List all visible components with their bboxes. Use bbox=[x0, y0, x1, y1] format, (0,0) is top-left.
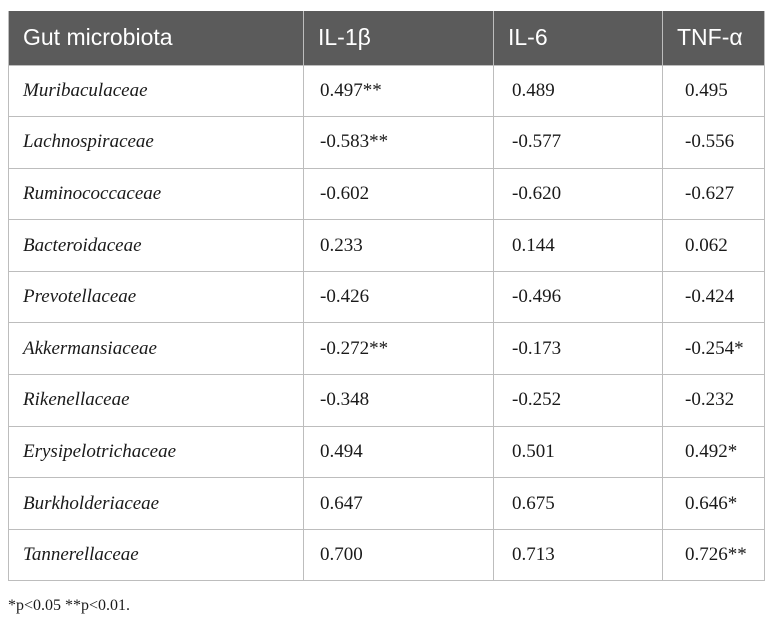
header-row: Gut microbiota IL-1β IL-6 TNF-α bbox=[8, 11, 765, 65]
tnf-a-value: -0.556 bbox=[662, 116, 765, 169]
table-row: Muribaculaceae 0.497** 0.489 0.495 bbox=[8, 64, 765, 118]
il-6-value: 0.489 bbox=[493, 64, 663, 118]
il-6-value: 0.675 bbox=[493, 477, 663, 530]
tnf-a-value: -0.424 bbox=[662, 270, 765, 324]
microbiota-name: Lachnospiraceae bbox=[8, 116, 304, 169]
tnf-a-value: -0.232 bbox=[662, 374, 765, 427]
correlation-table: Gut microbiota IL-1β IL-6 TNF-α Muribacu… bbox=[8, 11, 765, 582]
tnf-a-value: 0.726** bbox=[662, 528, 765, 582]
microbiota-name: Rikenellaceae bbox=[8, 374, 304, 427]
table-row: Tannerellaceae 0.700 0.713 0.726** bbox=[8, 528, 765, 582]
il-1b-value: 0.233 bbox=[303, 219, 494, 272]
il-6-value: 0.501 bbox=[493, 425, 663, 479]
il-1b-value: -0.272** bbox=[303, 322, 494, 376]
il-6-value: 0.713 bbox=[493, 528, 663, 582]
il-6-value: -0.620 bbox=[493, 167, 663, 221]
table-header: Gut microbiota IL-1β IL-6 TNF-α bbox=[8, 11, 765, 65]
table-row: Lachnospiraceae -0.583** -0.577 -0.556 bbox=[8, 116, 765, 169]
table-row: Prevotellaceae -0.426 -0.496 -0.424 bbox=[8, 270, 765, 324]
il-6-value: -0.252 bbox=[493, 374, 663, 427]
table-row: Burkholderiaceae 0.647 0.675 0.646* bbox=[8, 477, 765, 530]
il-1b-value: 0.494 bbox=[303, 425, 494, 479]
header-tnf-a: TNF-α bbox=[662, 11, 765, 65]
microbiota-name: Muribaculaceae bbox=[8, 64, 304, 118]
table-row: Rikenellaceae -0.348 -0.252 -0.232 bbox=[8, 374, 765, 427]
il-6-value: -0.577 bbox=[493, 116, 663, 169]
il-1b-value: 0.497** bbox=[303, 64, 494, 118]
il-6-value: -0.496 bbox=[493, 270, 663, 324]
header-il-1b: IL-1β bbox=[303, 11, 494, 65]
il-1b-value: -0.348 bbox=[303, 374, 494, 427]
tnf-a-value: -0.254* bbox=[662, 322, 765, 376]
table-row: Bacteroidaceae 0.233 0.144 0.062 bbox=[8, 219, 765, 272]
table-body: Muribaculaceae 0.497** 0.489 0.495 Lachn… bbox=[8, 64, 765, 582]
microbiota-name: Ruminococcaceae bbox=[8, 167, 304, 221]
il-1b-value: -0.426 bbox=[303, 270, 494, 324]
il-1b-value: -0.583** bbox=[303, 116, 494, 169]
tnf-a-value: 0.646* bbox=[662, 477, 765, 530]
tnf-a-value: 0.492* bbox=[662, 425, 765, 479]
il-1b-value: 0.647 bbox=[303, 477, 494, 530]
microbiota-name: Prevotellaceae bbox=[8, 270, 304, 324]
microbiota-name: Akkermansiaceae bbox=[8, 322, 304, 376]
tnf-a-value: 0.495 bbox=[662, 64, 765, 118]
table-row: Erysipelotrichaceae 0.494 0.501 0.492* bbox=[8, 425, 765, 479]
microbiota-name: Tannerellaceae bbox=[8, 528, 304, 582]
header-il-6: IL-6 bbox=[493, 11, 663, 65]
table-footnote: *p<0.05 **p<0.01. bbox=[8, 597, 131, 614]
table-row: Akkermansiaceae -0.272** -0.173 -0.254* bbox=[8, 322, 765, 376]
il-1b-value: -0.602 bbox=[303, 167, 494, 221]
table-row: Ruminococcaceae -0.602 -0.620 -0.627 bbox=[8, 167, 765, 221]
il-6-value: 0.144 bbox=[493, 219, 663, 272]
microbiota-name: Bacteroidaceae bbox=[8, 219, 304, 272]
tnf-a-value: -0.627 bbox=[662, 167, 765, 221]
tnf-a-value: 0.062 bbox=[662, 219, 765, 272]
il-6-value: -0.173 bbox=[493, 322, 663, 376]
microbiota-name: Burkholderiaceae bbox=[8, 477, 304, 530]
il-1b-value: 0.700 bbox=[303, 528, 494, 582]
microbiota-name: Erysipelotrichaceae bbox=[8, 425, 304, 479]
correlation-table-container: Gut microbiota IL-1β IL-6 TNF-α Muribacu… bbox=[8, 11, 765, 582]
header-gut-microbiota: Gut microbiota bbox=[8, 11, 304, 65]
